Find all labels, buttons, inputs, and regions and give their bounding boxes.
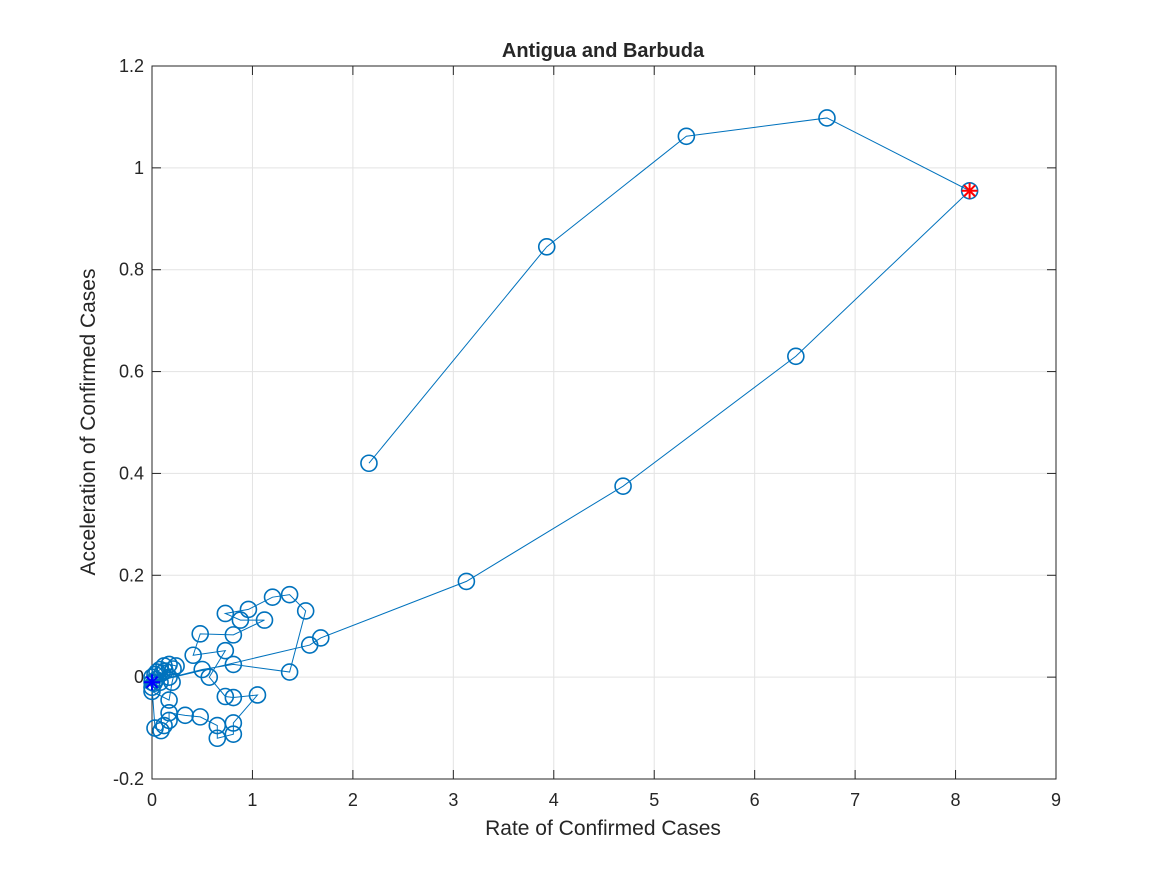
data-point <box>255 611 274 629</box>
data-point <box>296 602 315 620</box>
data-point <box>191 625 210 643</box>
data-point <box>224 725 243 743</box>
data-point <box>280 585 299 604</box>
y-tick-label: 0.4 <box>119 463 144 483</box>
x-tick-label: 7 <box>850 790 860 810</box>
chart-title: Antigua and Barbuda <box>502 40 705 62</box>
data-point <box>164 660 182 678</box>
data-point <box>216 604 235 623</box>
data-point <box>146 719 164 737</box>
y-tick-label: 0.6 <box>119 362 144 382</box>
data-point <box>614 477 632 495</box>
data-point <box>216 641 235 660</box>
data-point <box>200 668 219 686</box>
data-point <box>216 687 235 706</box>
data-point <box>360 454 378 473</box>
data-point <box>208 729 227 748</box>
data-point <box>160 703 178 722</box>
ticks: 0 1 2 3 4 5 6 7 8 9-0.200.20.40.60.811.2 <box>113 56 1061 810</box>
data-point <box>208 716 227 735</box>
y-tick-label: -0.2 <box>113 769 144 789</box>
y-tick-label: 0.8 <box>119 260 144 280</box>
start-marker <box>144 674 160 691</box>
data-point <box>677 127 696 146</box>
x-tick-label: 3 <box>448 790 458 810</box>
series-line <box>151 117 971 739</box>
y-tick-label: 1 <box>134 158 144 178</box>
data-point <box>280 663 299 681</box>
data-point <box>300 636 319 654</box>
x-tick-label: 6 <box>750 790 760 810</box>
axes <box>151 65 1057 780</box>
data-point <box>224 655 243 674</box>
data-point <box>263 588 282 606</box>
data-point <box>787 347 805 366</box>
x-axis-label: Rate of Confirmed Cases <box>485 817 721 840</box>
asterisk-stroke <box>963 184 976 198</box>
data-point <box>155 716 173 735</box>
x-tick-label: 1 <box>247 790 257 810</box>
plot-box <box>151 65 1057 780</box>
asterisk-stroke <box>145 675 159 689</box>
x-tick-label: 8 <box>951 790 961 810</box>
x-tick-label: 5 <box>649 790 659 810</box>
highlight-markers <box>144 182 978 691</box>
series <box>143 109 979 748</box>
data-point <box>231 611 250 629</box>
data-point <box>224 688 243 707</box>
data-point <box>224 626 243 644</box>
data-point <box>457 572 476 591</box>
end-marker <box>961 182 978 199</box>
x-tick-label: 0 <box>147 790 157 810</box>
data-point <box>537 237 556 256</box>
x-tick-label: 4 <box>549 790 559 810</box>
data-point <box>248 686 267 704</box>
y-axis-label: Acceleration of Confirmed Cases <box>77 269 100 576</box>
data-point <box>818 109 836 127</box>
x-tick-label: 2 <box>348 790 358 810</box>
data-point <box>184 646 202 665</box>
y-tick-label: 0 <box>134 667 144 687</box>
data-point <box>147 670 165 689</box>
data-point <box>160 691 178 709</box>
x-tick-label: 9 <box>1051 790 1061 810</box>
y-tick-label: 0.2 <box>119 565 144 585</box>
y-tick-label: 1.2 <box>119 56 144 76</box>
